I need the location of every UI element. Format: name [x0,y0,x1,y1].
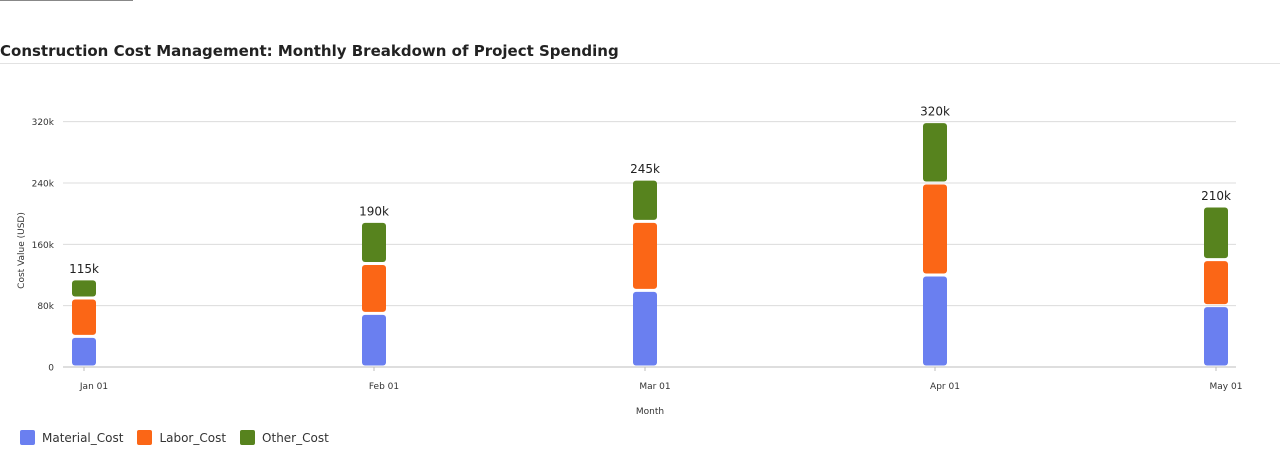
y-tick-label: 320k [32,118,55,128]
bar-material-cost [72,337,96,366]
bar-total-label: 115k [69,262,99,276]
x-tick-label: Mar 01 [639,382,670,392]
bar-total-label: 190k [359,204,389,218]
bar-material-cost [1204,307,1228,366]
bar-other-cost [923,123,947,182]
chart-legend: Material_Cost Labor_Cost Other_Cost [20,430,329,445]
bar-material-cost [923,276,947,366]
legend-swatch-other [240,430,256,445]
top-tab-indicator [0,0,133,1]
x-tick-label: May 01 [1210,382,1243,392]
x-tick-label: Feb 01 [369,382,399,392]
title-divider [0,63,1280,64]
legend-item-other[interactable]: Other_Cost [240,430,329,445]
y-tick-label: 240k [32,180,55,190]
bar-labor-cost [633,222,657,289]
legend-swatch-labor [137,430,153,445]
bar-labor-cost [362,265,386,312]
legend-item-labor[interactable]: Labor_Cost [137,430,226,445]
y-axis-label: Cost Value (USD) [17,212,27,289]
bar-material-cost [362,314,386,366]
x-tick-label: Jan 01 [79,382,108,392]
bar-total-label: 320k [920,105,950,119]
legend-item-material[interactable]: Material_Cost [20,430,123,445]
y-tick-label: 0 [48,364,54,374]
chart-title: Construction Cost Management: Monthly Br… [0,42,619,60]
legend-label-material: Material_Cost [42,430,124,445]
legend-label-other: Other_Cost [262,430,329,445]
bar-other-cost [362,222,386,262]
bar-material-cost [633,291,657,366]
legend-swatch-material [20,430,35,445]
bar-other-cost [633,180,657,220]
bar-other-cost [72,280,96,297]
y-tick-label: 160k [32,241,55,251]
bar-total-label: 245k [630,162,660,176]
legend-label-labor: Labor_Cost [159,430,227,445]
bar-total-label: 210k [1201,189,1231,203]
bar-labor-cost [72,299,96,335]
bar-labor-cost [1204,261,1228,305]
y-tick-label: 80k [37,302,54,312]
x-tick-label: Apr 01 [930,382,960,392]
x-axis-label: Month [636,407,664,417]
bar-labor-cost [923,184,947,274]
bar-other-cost [1204,207,1228,259]
